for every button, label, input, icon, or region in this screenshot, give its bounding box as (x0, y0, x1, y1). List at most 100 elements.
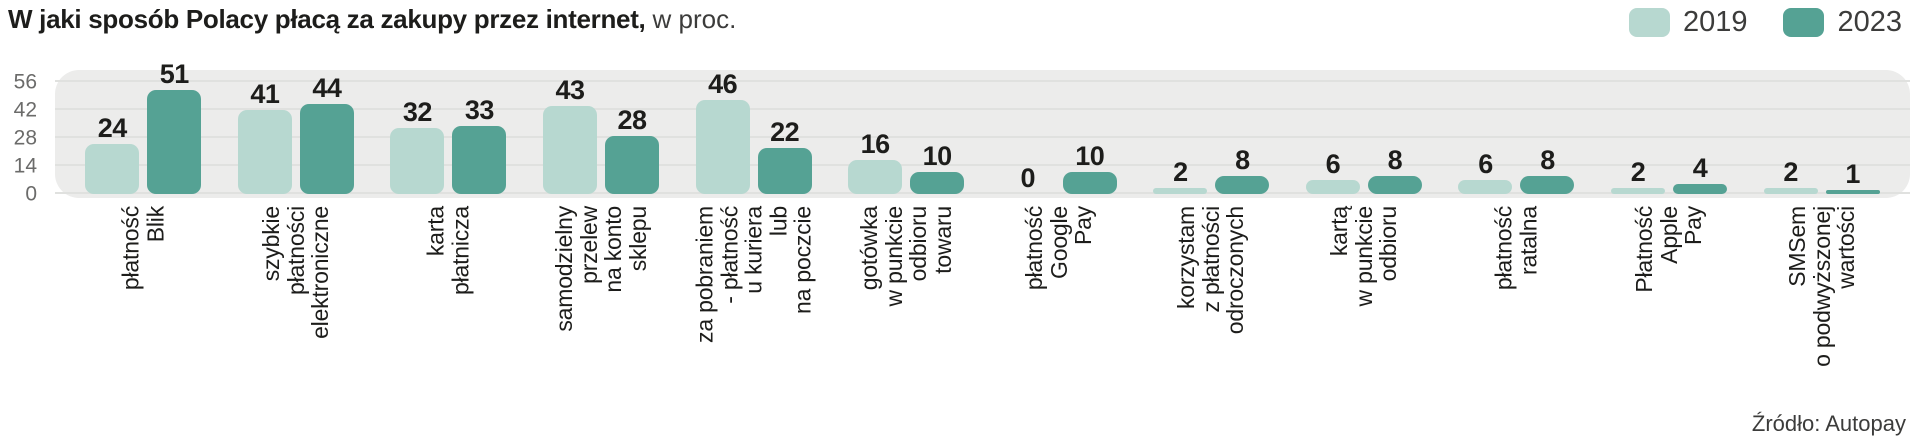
x-label-cell: karta płatnicza (372, 206, 525, 392)
bar-value-label: 41 (250, 79, 280, 109)
x-axis-category-label: szybkie płatności elektroniczne (257, 206, 334, 339)
x-label-cell: kartą w punkcie odbioru (1288, 206, 1441, 392)
gridline (55, 108, 1910, 110)
bar-2019: 2 (1153, 159, 1208, 194)
chart-title-unit: w proc. (652, 4, 737, 34)
bar-group: 16 10 (830, 70, 983, 198)
gridline (55, 80, 1910, 82)
bar-value-label: 32 (402, 97, 433, 127)
bar-2019: 46 (695, 71, 750, 194)
bar-value-label: 8 (1235, 145, 1250, 175)
bar-value-label: 8 (1540, 145, 1555, 175)
y-tick-label: 28 (13, 126, 37, 150)
legend-swatch-icon (1783, 8, 1825, 37)
bar-2019: 16 (848, 131, 903, 194)
x-axis-category-label: samodzielny przelew na konto sklepu (550, 206, 651, 332)
chart-title-bold: W jaki sposób Polacy płacą za zakupy prz… (8, 4, 646, 34)
bar-2019: 2 (1611, 159, 1666, 194)
bar-2023: 33 (452, 97, 507, 194)
gridline (55, 164, 1910, 166)
bar-2023: 22 (757, 119, 812, 194)
y-tick-label: 56 (13, 70, 37, 94)
chart: 0 14 28 42 56 24 51 41 44 32 33 43 28 46 22 16 10 0 10 2 8 6… (14, 61, 1910, 205)
bar-value-label: 6 (1478, 149, 1493, 179)
x-label-cell: korzystam z płatności odroczonych (1135, 206, 1288, 392)
x-label-cell: za pobraniem - płatność u kuriera lub na… (677, 206, 830, 392)
x-axis-category-label: SMSem o podwyższonej wartości (1783, 206, 1859, 367)
x-label-cell: płatność ratalna (1440, 206, 1593, 392)
bar-value-label: 10 (922, 141, 953, 171)
bar-2023: 10 (1062, 143, 1117, 194)
bar-2023: 8 (1520, 147, 1575, 194)
x-label-cell: SMSem o podwyższonej wartości (1745, 206, 1898, 392)
legend-label: 2023 (1837, 6, 1902, 38)
legend-swatch-icon (1628, 8, 1670, 37)
bar-2023: 10 (910, 143, 965, 194)
x-label-cell: gotówka w punkcie odbioru towaru (830, 206, 983, 392)
bar-2019: 6 (1305, 151, 1360, 194)
bar-group: 32 33 (372, 70, 525, 198)
y-axis: 0 14 28 42 56 (0, 70, 45, 205)
bar-2023: 8 (1367, 147, 1422, 194)
bar-value-label: 22 (770, 117, 800, 147)
x-label-cell: samodzielny przelew na konto sklepu (525, 206, 678, 392)
bar-value-label: 4 (1692, 153, 1708, 183)
source-note: Źródło: Autopay (1751, 411, 1906, 436)
bar-value-label: 2 (1630, 157, 1646, 187)
x-label-cell: płatność Google Pay (982, 206, 1135, 392)
x-axis-category-label: za pobraniem - płatność u kuriera lub na… (691, 206, 816, 343)
bar-2019: 43 (543, 77, 598, 194)
plot-area: 24 51 41 44 32 33 43 28 46 22 16 10 0 10 2 8 6 8 6 8 2 4 2 1 (55, 61, 1910, 198)
bar-value-label: 24 (97, 113, 128, 143)
legend: 2019 2023 (1628, 4, 1902, 38)
gridline (55, 192, 1910, 194)
bar-2023: 8 (1215, 147, 1270, 194)
x-axis-category-label: gotówka w punkcie odbioru towaru (855, 206, 956, 307)
bar-group: 41 44 (220, 70, 373, 198)
bar-value-label: 8 (1387, 145, 1403, 175)
bar-value-label: 10 (1075, 141, 1105, 171)
bar-value-label: 44 (312, 73, 342, 103)
legend-item-2019: 2019 (1628, 6, 1748, 38)
bar-2019: 24 (85, 115, 140, 194)
legend-item-2023: 2023 (1783, 8, 1902, 37)
x-axis-category-label: korzystam z płatności odroczonych (1173, 206, 1249, 335)
y-tick-label: 0 (25, 182, 37, 206)
bar-value-label: 51 (159, 59, 190, 89)
bar-2023: 44 (299, 75, 354, 194)
x-axis-category-label: płatność ratalna (1490, 206, 1542, 291)
bar-2023: 1 (1825, 161, 1880, 194)
y-tick-label: 42 (13, 98, 37, 122)
bar-2023: 28 (605, 107, 660, 194)
bar-value-label: 16 (860, 129, 891, 159)
x-label-cell: szybkie płatności elektroniczne (220, 206, 373, 392)
x-axis-category-label: kartą w punkcie odbioru (1325, 206, 1402, 307)
bar-group: 0 10 (982, 70, 1135, 198)
bar-value-label: 2 (1783, 157, 1798, 187)
bar-2023: 51 (147, 61, 202, 194)
bar-2019: 2 (1763, 159, 1818, 194)
bar-2019: 32 (390, 99, 445, 194)
bar-value-label: 33 (464, 95, 495, 125)
bar-2023: 4 (1673, 155, 1728, 194)
y-tick-label: 14 (13, 154, 37, 178)
bar-group: 24 51 (67, 61, 220, 198)
x-axis-labels: płatność Blik szybkie płatności elektroni… (67, 206, 1898, 392)
bar-value-label: 43 (555, 75, 585, 105)
x-axis-category-label: Płatność Apple Pay (1631, 206, 1707, 293)
bar-groups: 24 51 41 44 32 33 43 28 46 22 16 10 0 10 2 8 6 8 6 8 2 4 2 1 (67, 61, 1898, 198)
bar-value-label: 46 (708, 69, 738, 99)
x-label-cell: Płatność Apple Pay (1593, 206, 1746, 392)
bar-group: 46 22 (677, 70, 830, 198)
bar-value-label: 0 (1020, 163, 1036, 193)
chart-header: W jaki sposób Polacy płacą za zakupy prz… (0, 0, 1920, 44)
bar-2019: 6 (1458, 151, 1513, 194)
bar-value-label: 28 (617, 105, 647, 135)
x-axis-category-label: płatność Blik (117, 206, 169, 291)
legend-label: 2019 (1682, 6, 1748, 38)
